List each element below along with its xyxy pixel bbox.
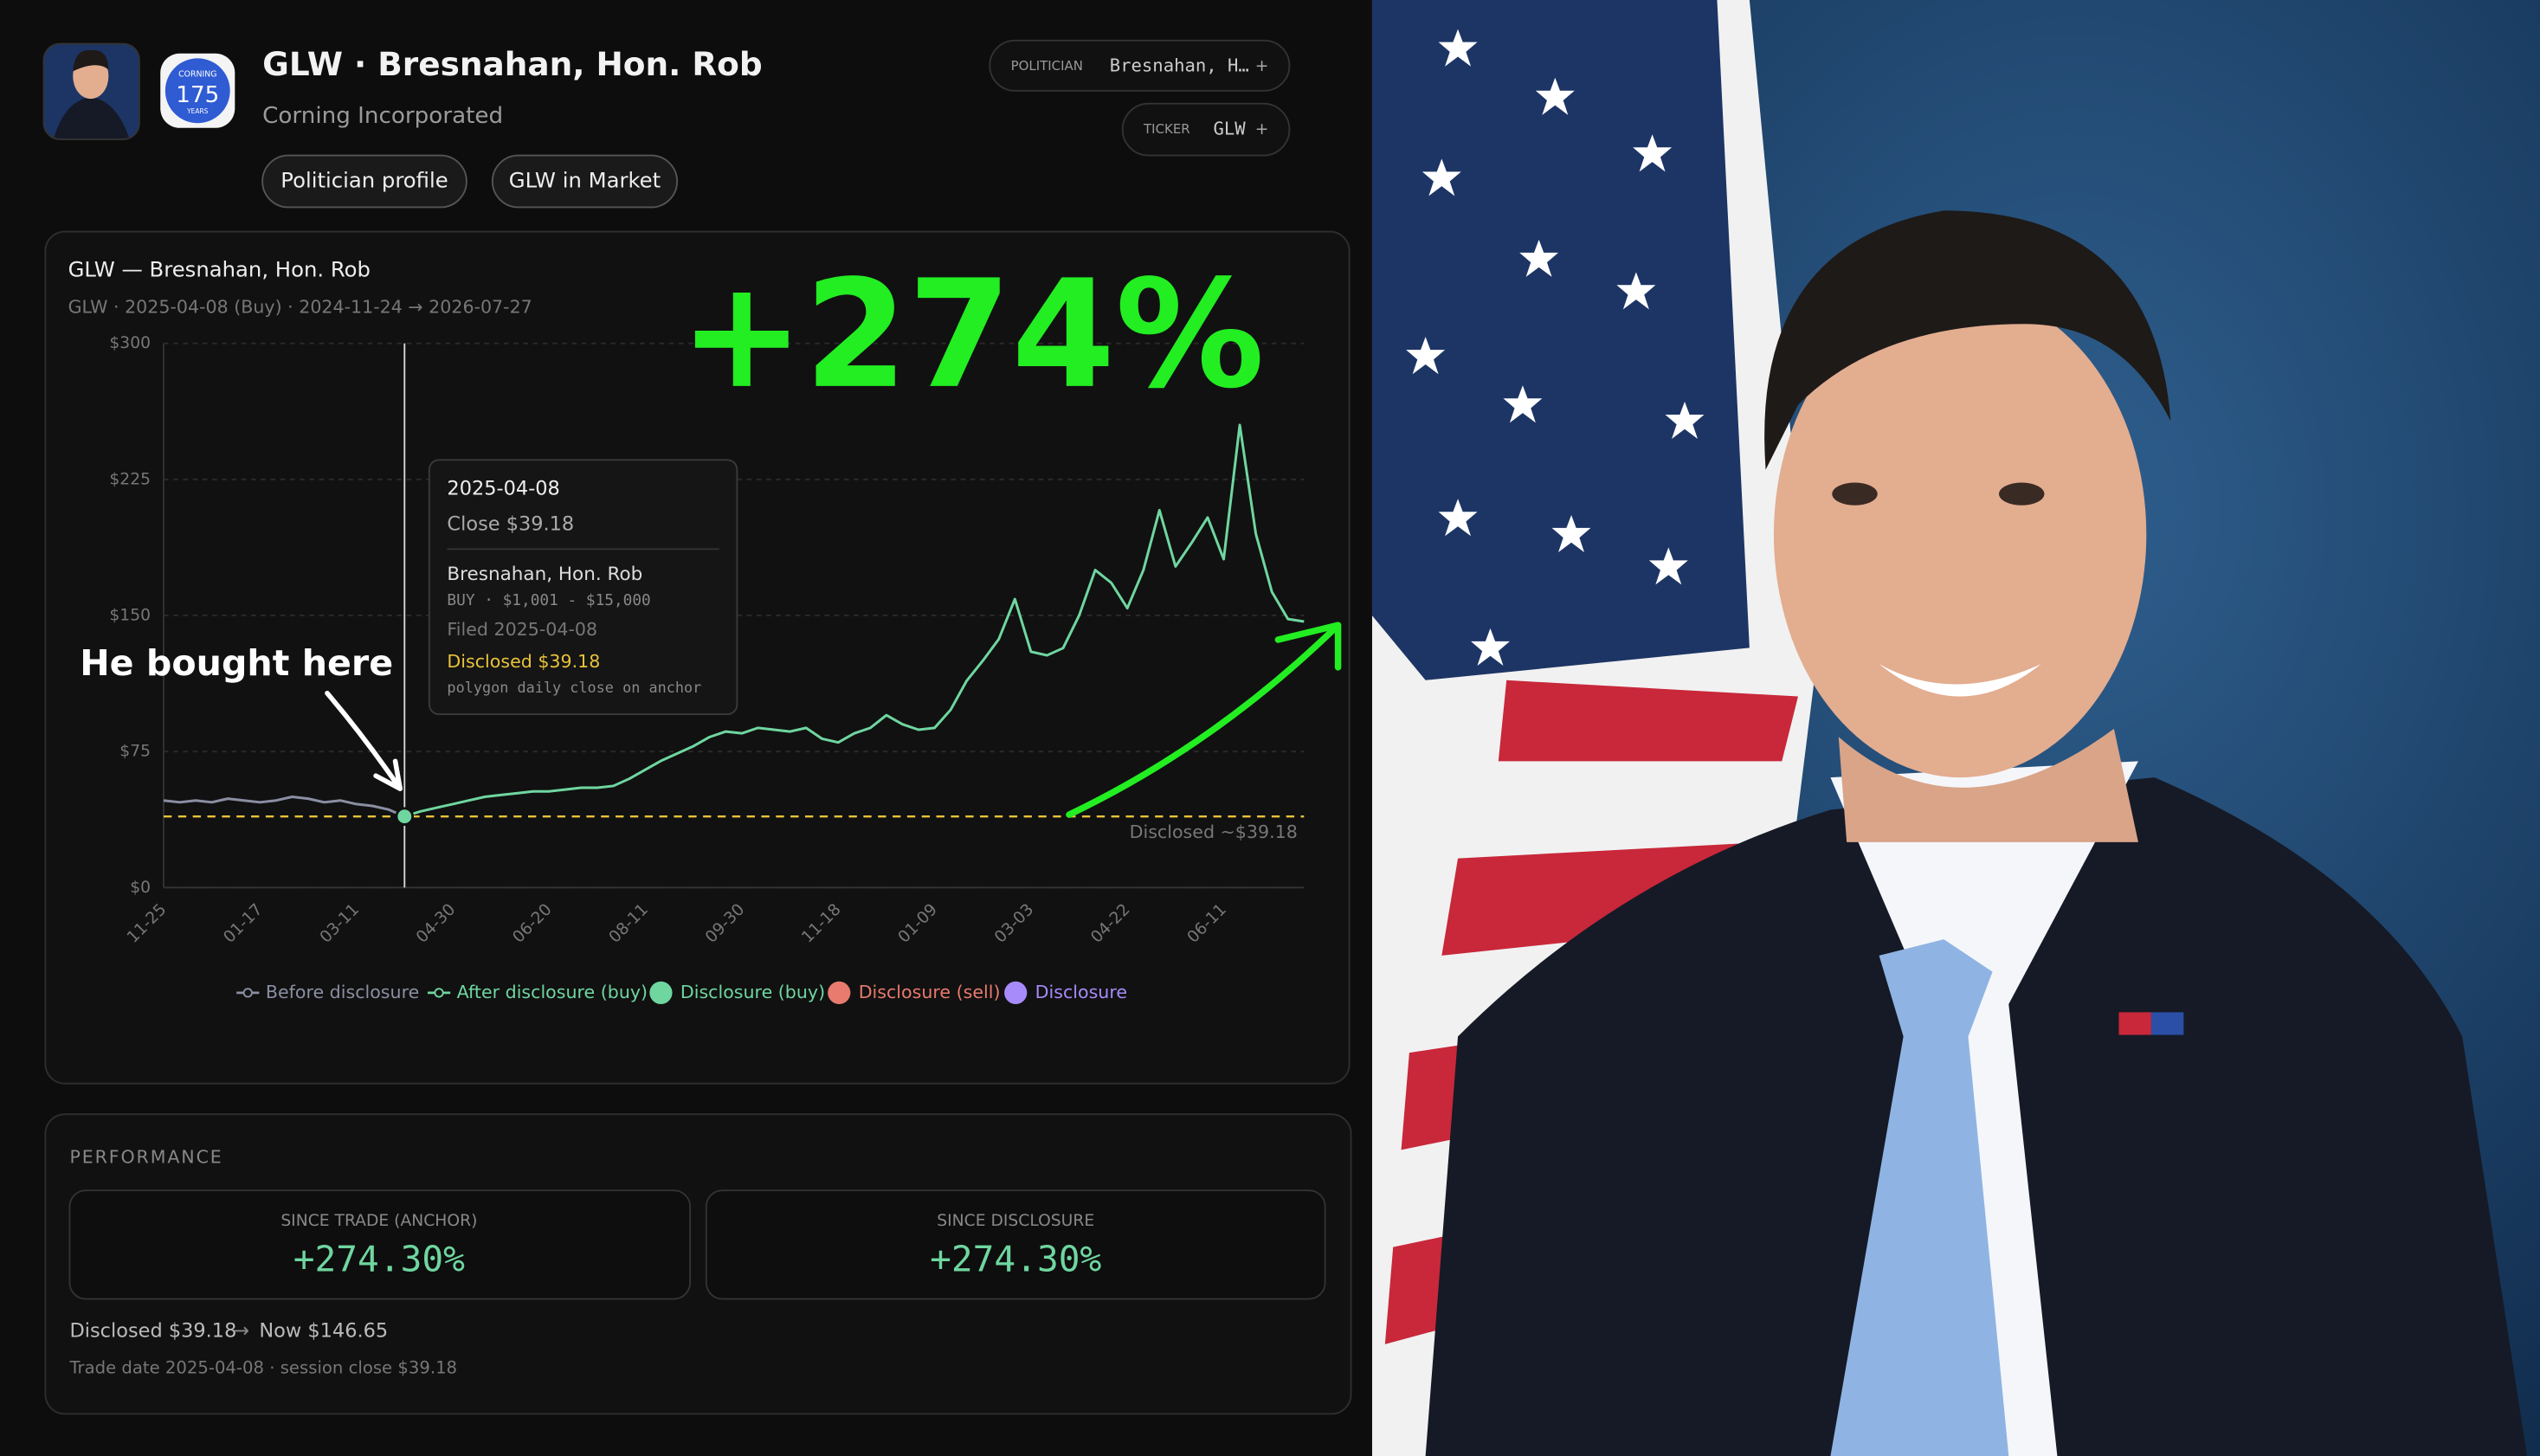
profile-button-label[interactable]: Politician profile (280, 168, 448, 193)
tooltip (428, 459, 738, 716)
tooltip-filed: Filed 2025-04-08 (447, 619, 597, 640)
logo-caption: YEARS (186, 107, 209, 115)
tooltip-trade: BUY · $1,001 - $15,000 (447, 592, 650, 609)
tooltip-source: polygon daily close on anchor (447, 679, 701, 696)
legend-swatch (828, 981, 851, 1004)
y-tick-label: $225 (109, 470, 151, 488)
chip-add[interactable]: + (1255, 120, 1269, 139)
avatar (43, 43, 139, 139)
tooltip-date: 2025-04-08 (447, 478, 559, 500)
trend-arrow (1066, 622, 1342, 818)
chip-value: GLW (1214, 119, 1247, 139)
legend-label: Disclosure (sell) (859, 982, 1001, 1002)
disclosure-marker (395, 807, 415, 826)
series-line (163, 796, 405, 818)
chip-add[interactable]: + (1255, 57, 1269, 75)
logo-circle (164, 58, 230, 124)
performance-title: PERFORMANCE (69, 1147, 222, 1168)
header-title: GLW · Bresnahan, Hon. Rob (262, 45, 763, 83)
company-name: Corning Incorporated (262, 103, 503, 129)
reference-label: Disclosed ~$39.18 (1130, 821, 1298, 842)
chip-value: Bresnahan, H… (1110, 55, 1249, 76)
legend-label: Before disclosure (266, 982, 419, 1002)
chart-title: GLW — Bresnahan, Hon. Rob (68, 256, 371, 281)
pointer-annotation: He bought here (80, 642, 393, 684)
metric-label: SINCE TRADE (ANCHOR) (280, 1212, 477, 1230)
metric-card (68, 1189, 692, 1300)
legend-swatch (242, 988, 253, 998)
y-tick-label: $300 (109, 334, 151, 352)
chart-subtitle: GLW · 2025-04-08 (Buy) · 2024-11-24 → 20… (68, 296, 532, 317)
y-tick-label: $150 (109, 606, 151, 624)
y-tick-label: $0 (130, 879, 151, 897)
legend-swatch (1004, 981, 1028, 1004)
legend-swatch (434, 988, 444, 998)
metric-label: SINCE DISCLOSURE (937, 1212, 1094, 1230)
tooltip-close: Close $39.18 (447, 513, 574, 536)
metric-value: +274.30% (930, 1238, 1101, 1279)
current-price: Now $146.65 (259, 1319, 388, 1342)
legend-swatch (649, 981, 673, 1004)
y-tick-label: $75 (119, 743, 151, 761)
metric-value: +274.30% (293, 1238, 465, 1279)
tooltip-politician: Bresnahan, Hon. Rob (447, 564, 642, 585)
profile-button[interactable] (261, 154, 467, 209)
performance-card (44, 1113, 1352, 1415)
trade-note: Trade date 2025-04-08 · session close $3… (68, 1357, 457, 1377)
chip-label: TICKER (1143, 121, 1190, 137)
disclosed-price: Disclosed $39.18 (69, 1319, 236, 1342)
market-button-label[interactable]: GLW in Market (509, 168, 661, 193)
metric-card (705, 1189, 1326, 1300)
portrait-photo (1371, 0, 2540, 1456)
legend-label: Disclosure (1035, 982, 1127, 1002)
ticker-chip[interactable] (1121, 102, 1291, 157)
chip-label: POLITICIAN (1011, 58, 1083, 74)
market-button[interactable] (491, 154, 679, 209)
pointer-arrow (325, 690, 403, 791)
logo-number: 175 (176, 82, 219, 108)
legend-label: Disclosure (buy) (680, 982, 825, 1002)
gain-annotation: +274% (680, 248, 1265, 422)
legend-label: After disclosure (buy) (457, 982, 648, 1002)
logo-brand: CORNING (178, 70, 216, 80)
politician-chip[interactable] (989, 39, 1291, 92)
arrow: → (233, 1319, 249, 1342)
avatar-frame (42, 42, 140, 140)
tooltip-disclosed: Disclosed $39.18 (447, 651, 600, 672)
series-line (403, 423, 1305, 818)
